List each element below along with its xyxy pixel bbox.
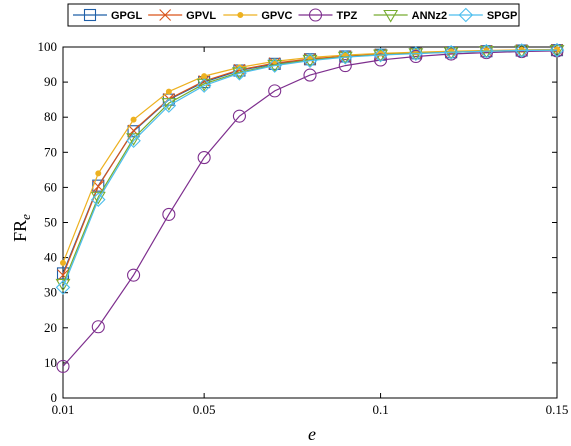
legend-item-gpvl: GPVL xyxy=(148,9,216,22)
legend-label-gpvc: GPVC xyxy=(261,10,292,22)
data-point-tpz xyxy=(374,53,388,67)
data-point-gpgl xyxy=(127,125,140,138)
data-point-gpvc xyxy=(95,170,102,177)
series-tpz xyxy=(56,44,564,373)
legend-label-gpgl: GPGL xyxy=(111,10,142,22)
data-point-spgp xyxy=(338,49,353,65)
series-gpvc xyxy=(60,46,560,266)
y-tick-label: 50 xyxy=(44,215,57,230)
data-point-annz2 xyxy=(443,47,459,60)
data-point-spgp xyxy=(408,46,424,61)
series-spgp xyxy=(55,42,565,295)
data-point-tpz xyxy=(338,59,352,73)
legend-marker-gpvc xyxy=(237,12,244,18)
x-axis-title: e xyxy=(308,424,316,444)
series-line-tpz xyxy=(62,50,558,367)
legend-label-gpvl: GPVL xyxy=(186,10,216,22)
x-tick-label: 0.15 xyxy=(546,402,569,417)
data-point-spgp xyxy=(196,78,212,93)
data-point-tpz xyxy=(232,109,246,123)
data-point-tpz xyxy=(303,68,317,82)
data-point-spgp xyxy=(514,43,529,58)
y-tick-label: 70 xyxy=(44,144,57,159)
data-point-gpgl xyxy=(92,179,105,192)
data-point-tpz xyxy=(127,268,141,282)
data-point-annz2 xyxy=(478,46,494,59)
legend-label-annz2: ANNz2 xyxy=(412,10,447,22)
data-point-gpvc xyxy=(201,73,208,80)
data-point-spgp xyxy=(267,58,282,73)
legend-box xyxy=(67,3,520,27)
axis-labels: FRe e xyxy=(10,214,316,444)
y-tick-label: 90 xyxy=(44,74,57,89)
data-point-gpvc xyxy=(165,88,172,95)
data-point-tpz xyxy=(162,207,176,221)
legend-label-spgp: SPGP xyxy=(487,10,518,22)
data-point-annz2 xyxy=(549,45,565,58)
data-point-spgp xyxy=(55,280,71,295)
series-gpvl xyxy=(57,43,563,282)
data-point-annz2 xyxy=(90,191,106,205)
data-point-tpz xyxy=(268,84,282,98)
y-tick-label: 60 xyxy=(44,179,57,194)
data-point-spgp xyxy=(373,47,388,63)
legend-item-annz2: ANNz2 xyxy=(373,9,447,23)
plot-area xyxy=(55,42,565,373)
data-point-spgp xyxy=(161,98,177,113)
legend-label-tpz: TPZ xyxy=(337,10,358,22)
y-tick-label: 40 xyxy=(44,250,57,265)
data-point-gpvc xyxy=(60,259,66,266)
plot-frame xyxy=(62,46,558,399)
legend-item-gpgl: GPGL xyxy=(73,8,142,22)
data-point-spgp xyxy=(302,53,318,68)
y-tick-label: 10 xyxy=(44,355,57,370)
y-tick-label: 80 xyxy=(44,109,57,124)
y-tick-label: 30 xyxy=(44,285,57,300)
data-point-annz2 xyxy=(231,67,247,80)
legend-marker-tpz xyxy=(308,8,323,22)
y-tick-label: 0 xyxy=(51,390,58,405)
data-point-spgp xyxy=(549,42,565,58)
data-point-tpz xyxy=(409,49,423,64)
data-point-spgp xyxy=(479,43,494,59)
series-line-annz2 xyxy=(62,49,558,285)
data-point-gpvc xyxy=(130,116,137,123)
series-line-gpgl xyxy=(62,49,558,274)
data-point-spgp xyxy=(443,44,459,60)
series-annz2 xyxy=(55,45,565,292)
x-tick-label: 0.1 xyxy=(372,402,388,417)
legend-item-tpz: TPZ xyxy=(298,8,358,22)
data-point-spgp xyxy=(232,66,247,81)
legend-item-spgp: SPGP xyxy=(448,7,518,23)
data-point-spgp xyxy=(91,192,106,207)
axes: 0 10 20 30 40 50 60 70 80 90 100 0.01 0.05 0.1 0.15 xyxy=(38,39,569,417)
data-point-spgp xyxy=(126,133,141,148)
y-tick-label: 20 xyxy=(44,320,57,335)
x-tick-label: 0.01 xyxy=(52,402,75,417)
legend-marker-gpvl xyxy=(159,9,172,21)
data-point-annz2 xyxy=(514,45,530,59)
y-axis-title: FRe xyxy=(10,214,33,242)
y-tick-label: 100 xyxy=(38,39,58,54)
data-point-gpvc xyxy=(448,48,455,55)
legend-item-gpvc: GPVC xyxy=(223,10,293,22)
legend-marker-spgp xyxy=(458,7,474,23)
series-line-gpvl xyxy=(62,49,558,276)
data-point-tpz xyxy=(197,151,211,165)
data-point-tpz xyxy=(91,320,105,334)
x-tick-label: 0.05 xyxy=(193,402,216,417)
series-line-spgp xyxy=(62,49,558,288)
series-gpgl xyxy=(56,44,564,280)
legend-marker-annz2 xyxy=(383,9,399,23)
legend-marker-gpgl xyxy=(83,8,97,22)
legend: GPGL GPVL GPVC TPZ ANNz2 SPGP xyxy=(67,3,520,27)
data-point-tpz xyxy=(56,359,70,373)
